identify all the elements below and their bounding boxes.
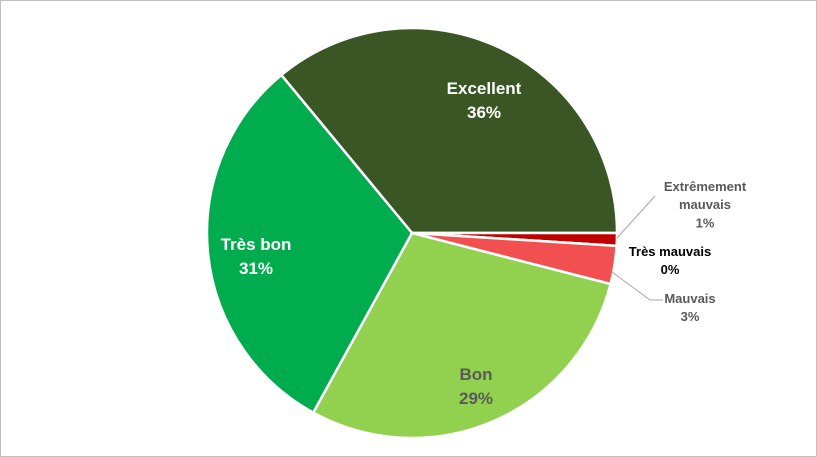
pie-slice [311, 231, 613, 440]
slice-label: Excellent 36% [447, 79, 522, 122]
pie-slice [279, 26, 619, 235]
slice-value: 1% [696, 216, 715, 231]
slice-name: Mauvais [664, 291, 715, 306]
slice-label: Très bon 31% [221, 235, 292, 278]
slice-value: 36% [467, 103, 501, 122]
leader-line [616, 195, 656, 239]
slice-name: Extrêmement [664, 179, 747, 194]
slice-value: 31% [239, 259, 273, 278]
pie-slice [205, 73, 414, 415]
slice-name: Bon [459, 365, 492, 384]
slice-name: mauvais [679, 198, 731, 213]
slice-label: Extrêmement mauvais 1% [664, 179, 747, 230]
slice-value: 29% [459, 389, 493, 408]
slice-label: Bon 29% [459, 365, 493, 408]
leader-line [611, 271, 663, 301]
slice-name: Très mauvais [629, 244, 711, 259]
slice-label: Mauvais 3% [664, 291, 715, 324]
slice-label: Très mauvais 0% [629, 244, 711, 277]
slice-name: Très bon [221, 235, 292, 254]
slice-value: 3% [681, 310, 700, 325]
slice-name: Excellent [447, 79, 522, 98]
slice-value: 0% [661, 263, 680, 278]
